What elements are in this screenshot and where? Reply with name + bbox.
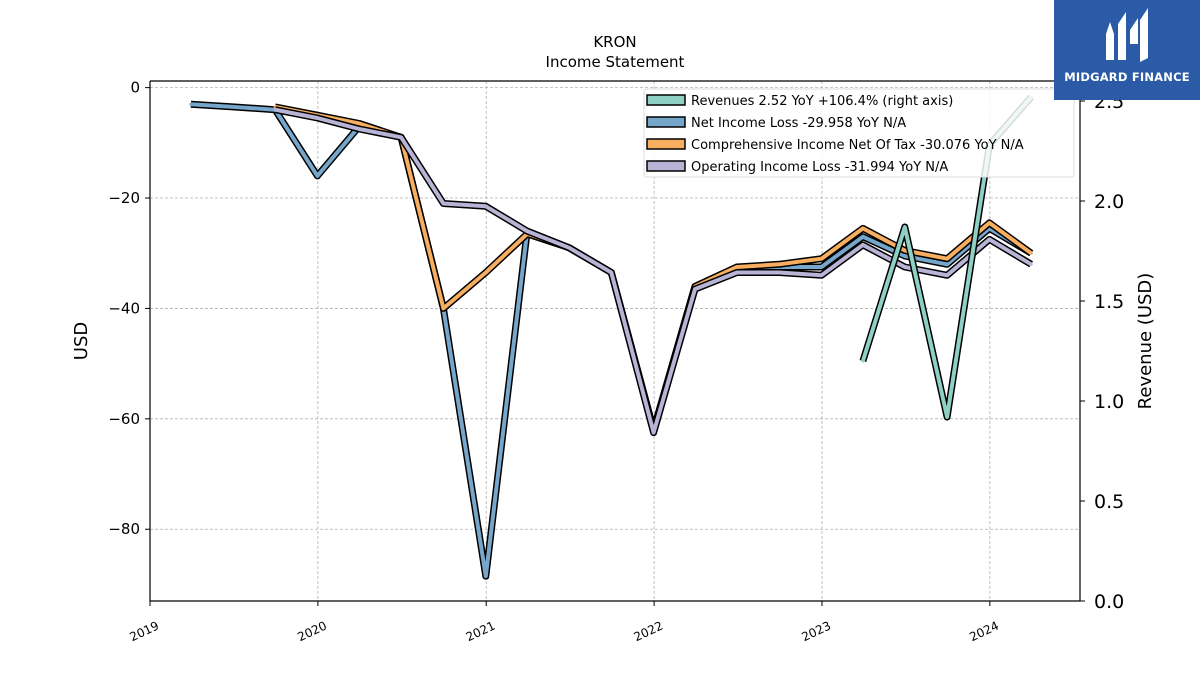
- data-point-comprehensive-income-net-of-tax: [357, 122, 361, 125]
- brand-logo: MIDGARD FINANCE: [1054, 0, 1200, 100]
- legend-frame: [643, 88, 1075, 178]
- data-point-net-income-loss: [189, 102, 193, 106]
- x-tick-label: 2024: [967, 619, 1001, 645]
- legend-label: Comprehensive Income Net Of Tax -30.076 …: [691, 138, 1024, 153]
- data-point-comprehensive-income-net-of-tax: [820, 257, 823, 261]
- data-point-operating-income-loss: [693, 287, 697, 291]
- series-operating-income-loss: [273, 106, 1033, 437]
- y-tick-label-right: 0.0: [1094, 591, 1124, 613]
- data-point-operating-income-loss: [945, 273, 949, 277]
- data-point-operating-income-loss: [399, 135, 403, 139]
- y-tick-label-right: 1.5: [1094, 291, 1124, 313]
- data-point-comprehensive-income-net-of-tax: [987, 221, 991, 225]
- data-point-comprehensive-income-net-of-tax: [1029, 251, 1033, 255]
- chart-title: KRON: [593, 33, 636, 51]
- data-point-operating-income-loss: [357, 127, 361, 131]
- data-point-comprehensive-income-net-of-tax: [484, 271, 488, 274]
- data-point-operating-income-loss: [777, 271, 781, 274]
- data-point-operating-income-loss: [820, 273, 823, 277]
- logo-mark-icon: [1106, 8, 1148, 62]
- chart-subtitle: Income Statement: [546, 53, 685, 71]
- data-point-comprehensive-income-net-of-tax: [777, 262, 781, 266]
- data-point-operating-income-loss: [484, 204, 488, 208]
- y-tick-label-left: −20: [108, 189, 140, 207]
- data-point-operating-income-loss: [903, 265, 907, 269]
- data-point-net-income-loss: [861, 235, 865, 239]
- y-tick-label-right: 1.0: [1094, 391, 1124, 413]
- data-point-net-income-loss: [945, 262, 949, 266]
- y-tick-label-left: 0: [130, 79, 140, 97]
- data-point-operating-income-loss: [652, 431, 656, 435]
- data-point-net-income-loss: [484, 574, 488, 578]
- data-point-net-income-loss: [231, 105, 235, 109]
- x-tick-label: 2023: [799, 619, 833, 645]
- legend-label: Operating Income Loss -31.994 YoY N/A: [691, 160, 948, 175]
- data-point-operating-income-loss: [735, 271, 739, 274]
- data-point-revenues: [903, 225, 907, 229]
- data-point-comprehensive-income-net-of-tax: [735, 265, 739, 269]
- data-point-comprehensive-income-net-of-tax: [945, 257, 949, 261]
- data-point-net-income-loss: [903, 254, 907, 258]
- data-point-operating-income-loss: [987, 237, 991, 241]
- legend-label: Revenues 2.52 YoY +106.4% (right axis): [691, 94, 953, 109]
- y-tick-label-right: 0.5: [1094, 491, 1124, 513]
- y-axis-label-right: Revenue (USD): [1135, 273, 1156, 410]
- y-axis-label-left: USD: [71, 322, 92, 360]
- data-point-operating-income-loss: [609, 271, 613, 274]
- series-layer: [189, 94, 1034, 580]
- x-tick-label: 2022: [632, 619, 666, 645]
- x-tick-label: 2021: [464, 619, 498, 645]
- legend-swatch: [646, 116, 686, 128]
- data-point-operating-income-loss: [441, 202, 445, 205]
- data-point-net-income-loss: [315, 174, 319, 178]
- data-point-revenues: [861, 359, 865, 363]
- data-point-revenues: [945, 415, 949, 419]
- logo-text: MIDGARD FINANCE: [1064, 70, 1190, 84]
- data-point-operating-income-loss: [861, 243, 865, 247]
- data-point-operating-income-loss: [567, 246, 571, 250]
- legend-swatch: [646, 94, 686, 106]
- data-point-comprehensive-income-net-of-tax: [441, 306, 445, 310]
- y-tick-label-left: −60: [108, 410, 140, 428]
- data-point-operating-income-loss: [1029, 262, 1033, 266]
- legend-swatch: [646, 160, 686, 172]
- y-tick-label-right: 2.0: [1094, 191, 1124, 213]
- legend-label: Net Income Loss -29.958 YoY N/A: [691, 116, 906, 131]
- data-point-comprehensive-income-net-of-tax: [861, 226, 865, 230]
- legend: Revenues 2.52 YoY +106.4% (right axis) Ne…: [643, 88, 1075, 178]
- x-tick-label: 2020: [295, 619, 329, 645]
- legend-swatch: [646, 138, 686, 150]
- data-point-operating-income-loss: [525, 229, 529, 233]
- y-tick-label-left: −40: [108, 299, 140, 317]
- data-point-operating-income-loss: [315, 116, 319, 120]
- data-point-operating-income-loss: [273, 108, 277, 112]
- x-tick-label: 2019: [128, 619, 162, 645]
- data-point-comprehensive-income-net-of-tax: [903, 249, 907, 252]
- y-tick-label-left: −80: [108, 520, 140, 538]
- data-point-net-income-loss: [820, 265, 823, 269]
